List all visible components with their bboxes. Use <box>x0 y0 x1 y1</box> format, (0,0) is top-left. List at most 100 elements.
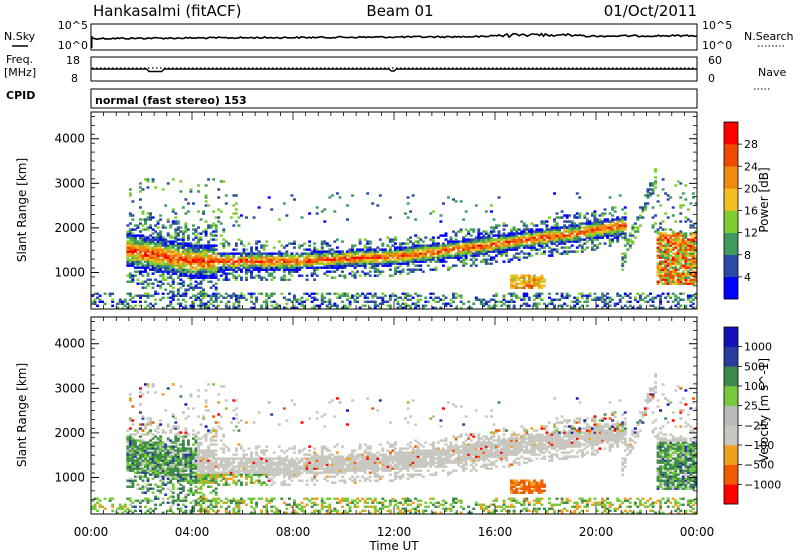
power-cell <box>184 198 187 200</box>
power-cell <box>338 275 341 277</box>
power-cell <box>689 232 692 234</box>
power-cell <box>215 248 218 250</box>
power-cell <box>311 273 314 275</box>
power-cell <box>571 250 574 252</box>
power-cell <box>391 244 394 246</box>
power-cell <box>237 224 240 226</box>
velocity-cell <box>167 437 170 439</box>
power-cell <box>364 305 367 307</box>
power-cell <box>344 252 347 254</box>
power-cell <box>563 303 566 305</box>
power-cell <box>202 303 205 305</box>
power-cell <box>227 273 230 275</box>
power-cell <box>407 299 410 301</box>
power-cell <box>500 301 503 303</box>
power-cell <box>167 305 170 307</box>
power-cell <box>164 262 167 264</box>
power-cell <box>394 242 397 244</box>
power-cell <box>480 236 483 238</box>
power-cell <box>162 283 165 285</box>
power-cell <box>179 226 182 228</box>
power-cell <box>407 293 410 295</box>
power-cell <box>563 220 566 222</box>
power-cell <box>235 270 238 272</box>
power-cell <box>452 293 455 295</box>
power-cell <box>182 293 185 295</box>
power-cell <box>657 254 660 256</box>
velocity-cell <box>134 471 137 473</box>
power-cell <box>172 220 175 222</box>
power-colorbar-tick-label: 20 <box>744 182 758 195</box>
power-cell <box>210 303 213 305</box>
power-cell <box>268 252 271 254</box>
power-cell <box>149 283 152 285</box>
power-cell <box>450 266 453 268</box>
power-cell <box>647 202 650 204</box>
power-cell <box>243 295 246 297</box>
power-cell <box>568 250 571 252</box>
power-cell <box>475 236 478 238</box>
power-cell <box>220 295 223 297</box>
power-cell <box>465 234 468 236</box>
power-cell <box>187 234 190 236</box>
power-cell <box>225 194 228 196</box>
nsky-trace <box>91 34 697 40</box>
power-cell <box>397 297 400 299</box>
power-cell <box>409 236 412 238</box>
power-cell <box>419 264 422 266</box>
power-cell <box>172 279 175 281</box>
power-cell <box>543 303 546 305</box>
velocity-cell <box>149 417 152 419</box>
power-cell <box>298 299 301 301</box>
power-cell <box>652 206 655 208</box>
velocity-cell <box>129 417 132 419</box>
velocity-cell <box>177 504 180 506</box>
power-cell <box>225 303 228 305</box>
power-cell <box>192 228 195 230</box>
power-cell <box>212 244 215 246</box>
power-cell <box>616 303 619 305</box>
velocity-cell <box>177 443 180 445</box>
power-cell <box>200 287 203 289</box>
power-cell <box>341 301 344 303</box>
power-cell <box>222 228 225 230</box>
power-cell <box>687 252 690 254</box>
velocity-cell <box>144 423 147 425</box>
power-cell <box>649 299 652 301</box>
velocity-cell <box>139 387 142 389</box>
power-cell <box>313 305 316 307</box>
power-cell <box>404 212 407 214</box>
power-cell <box>182 206 185 208</box>
power-cell <box>177 242 180 244</box>
power-cell <box>308 252 311 254</box>
power-cell <box>230 273 233 275</box>
velocity-cell <box>147 391 150 393</box>
power-cell <box>290 194 293 196</box>
power-cell <box>475 204 478 206</box>
power-cell <box>689 279 692 281</box>
power-cell <box>111 305 114 307</box>
power-cell <box>298 260 301 262</box>
power-cell <box>149 303 152 305</box>
velocity-cell <box>174 473 177 475</box>
power-cell <box>147 186 150 188</box>
velocity-cell <box>147 417 150 419</box>
power-cell <box>172 178 175 180</box>
power-cell <box>318 266 321 268</box>
power-cell <box>455 238 458 240</box>
power-cell <box>338 196 341 198</box>
power-cell <box>182 256 185 258</box>
power-cell <box>152 236 155 238</box>
power-cell <box>192 224 195 226</box>
power-cell <box>179 242 182 244</box>
power-cell <box>174 216 177 218</box>
power-cell <box>528 297 531 299</box>
power-cell <box>533 275 536 277</box>
velocity-cell <box>157 490 160 492</box>
power-cell <box>187 228 190 230</box>
power-cell <box>414 234 417 236</box>
power-cell <box>636 226 639 228</box>
power-cell <box>412 268 415 270</box>
power-cell <box>692 279 695 281</box>
velocity-cell <box>96 502 99 504</box>
